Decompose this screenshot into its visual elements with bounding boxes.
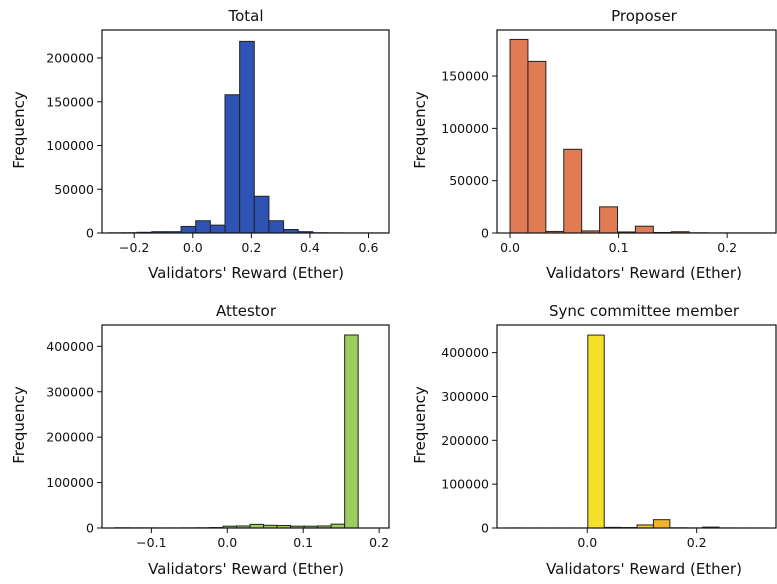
- panel-proposer-xtick-label: 0.0: [500, 240, 520, 255]
- panel-proposer-bar: [634, 225, 654, 233]
- panel-sync-committee-bars: [505, 334, 769, 528]
- panel-total-ylabel: Frequency: [10, 91, 28, 169]
- panel-total-ytick-label: 50000: [54, 182, 94, 197]
- panel-sync-committee-ytick-label: 100000: [441, 477, 489, 492]
- panel-proposer-bar: [563, 148, 583, 233]
- panel-proposer: Proposer Validators' Reward (Ether) Freq…: [411, 7, 777, 282]
- panel-sync-committee-plot: 0.0 0.2 0 100000 200000 300000 400000: [441, 324, 777, 550]
- panel-total-bar: [209, 224, 226, 233]
- panel-attestor-frame: [101, 324, 390, 529]
- panel-total-xtick-label: 0.2: [241, 240, 261, 255]
- panel-proposer-xtick-label: 0.2: [717, 240, 737, 255]
- panel-sync-committee-ytick-label: 400000: [441, 345, 489, 360]
- panel-sync-committee-xtick-label: 0.2: [687, 535, 707, 550]
- panel-proposer-ytick-label: 100000: [441, 121, 489, 136]
- panel-attestor-xtick-label: 0.2: [369, 535, 389, 550]
- panel-total-xlabel: Validators' Reward (Ether): [148, 264, 344, 282]
- panel-proposer-xlabel: Validators' Reward (Ether): [546, 264, 742, 282]
- panel-proposer-bars: [509, 38, 776, 233]
- panel-total-ytick-label: 0: [86, 226, 94, 241]
- panel-attestor-ytick-label: 400000: [46, 339, 94, 354]
- panel-sync-committee-bar: [587, 334, 605, 528]
- panel-total-xtick-label: 0.0: [183, 240, 203, 255]
- panel-attestor-xtick-label: 0.1: [293, 535, 313, 550]
- panel-attestor: Attestor Validators' Reward (Ether) Freq…: [10, 302, 390, 578]
- panel-attestor-title: Attestor: [216, 302, 277, 320]
- panel-total-xtick-label: −0.2: [119, 240, 149, 255]
- panel-total-xtick-label: 0.6: [359, 240, 379, 255]
- panel-sync-committee-bar: [652, 519, 671, 528]
- panel-total-title: Total: [227, 7, 263, 25]
- panel-attestor-xtick-label: 0.0: [217, 535, 237, 550]
- panel-sync-committee-ylabel: Frequency: [411, 386, 429, 464]
- panel-attestor-ytick-label: 300000: [46, 384, 94, 399]
- panel-proposer-ytick-label: 50000: [449, 173, 489, 188]
- panel-total-xtick-label: 0.4: [300, 240, 320, 255]
- panel-proposer-ytick-label: 0: [481, 226, 489, 241]
- panel-attestor-xtick-label: −0.1: [136, 535, 166, 550]
- panel-attestor-ytick-label: 200000: [46, 430, 94, 445]
- panel-attestor-ytick-label: 100000: [46, 475, 94, 490]
- panel-proposer-bar: [509, 38, 529, 233]
- panel-sync-committee-frame: [496, 324, 777, 529]
- panel-sync-committee-ytick-label: 200000: [441, 433, 489, 448]
- panel-total-bar: [180, 225, 197, 233]
- panel-sync-committee-title: Sync committee member: [549, 302, 740, 320]
- panel-attestor-ylabel: Frequency: [10, 386, 28, 464]
- panel-attestor-bar: [344, 334, 359, 528]
- panel-total-ytick-label: 150000: [46, 94, 94, 109]
- panel-total-bars: [107, 40, 387, 233]
- panel-sync-committee-ytick-label: 0: [481, 521, 489, 536]
- panel-proposer-ylabel: Frequency: [411, 91, 429, 169]
- panel-proposer-xtick-label: 0.1: [609, 240, 629, 255]
- panel-proposer-bar: [527, 60, 547, 233]
- panel-proposer-plot: 0.0 0.1 0.2 0 50000 100000 150000: [441, 29, 777, 255]
- panel-proposer-title: Proposer: [611, 7, 678, 25]
- panel-total-ytick-label: 100000: [46, 138, 94, 153]
- panel-total-bar: [253, 195, 270, 233]
- panel-proposer-bar: [599, 206, 619, 233]
- panel-sync-committee-xlabel: Validators' Reward (Ether): [546, 560, 742, 578]
- panel-proposer-ytick-label: 150000: [441, 69, 489, 84]
- panel-sync-committee: Sync committee member Validators' Reward…: [411, 302, 777, 578]
- panel-total-bar: [195, 220, 211, 233]
- panel-proposer-frame: [496, 29, 777, 234]
- panel-total-plot: −0.2 0.0 0.2 0.4 0.6 0 50000 100000 150000 200000: [46, 29, 390, 255]
- panel-total: Total Validators' Reward (Ether) Frequen…: [10, 7, 390, 282]
- panel-sync-committee-xtick-label: 0.0: [577, 535, 597, 550]
- panel-total-ytick-label: 200000: [46, 51, 94, 66]
- panel-attestor-ytick-label: 0: [86, 521, 94, 536]
- panel-total-frame: [101, 29, 390, 234]
- panel-attestor-xlabel: Validators' Reward (Ether): [148, 560, 344, 578]
- panel-sync-committee-ytick-label: 300000: [441, 389, 489, 404]
- panel-total-bar: [268, 220, 285, 233]
- panel-total-bar: [224, 94, 241, 233]
- panel-total-bar: [239, 40, 255, 233]
- panel-attestor-bars: [114, 334, 359, 528]
- panel-attestor-plot: −0.1 0.0 0.1 0.2 0 100000 200000 300000 400000: [46, 324, 390, 550]
